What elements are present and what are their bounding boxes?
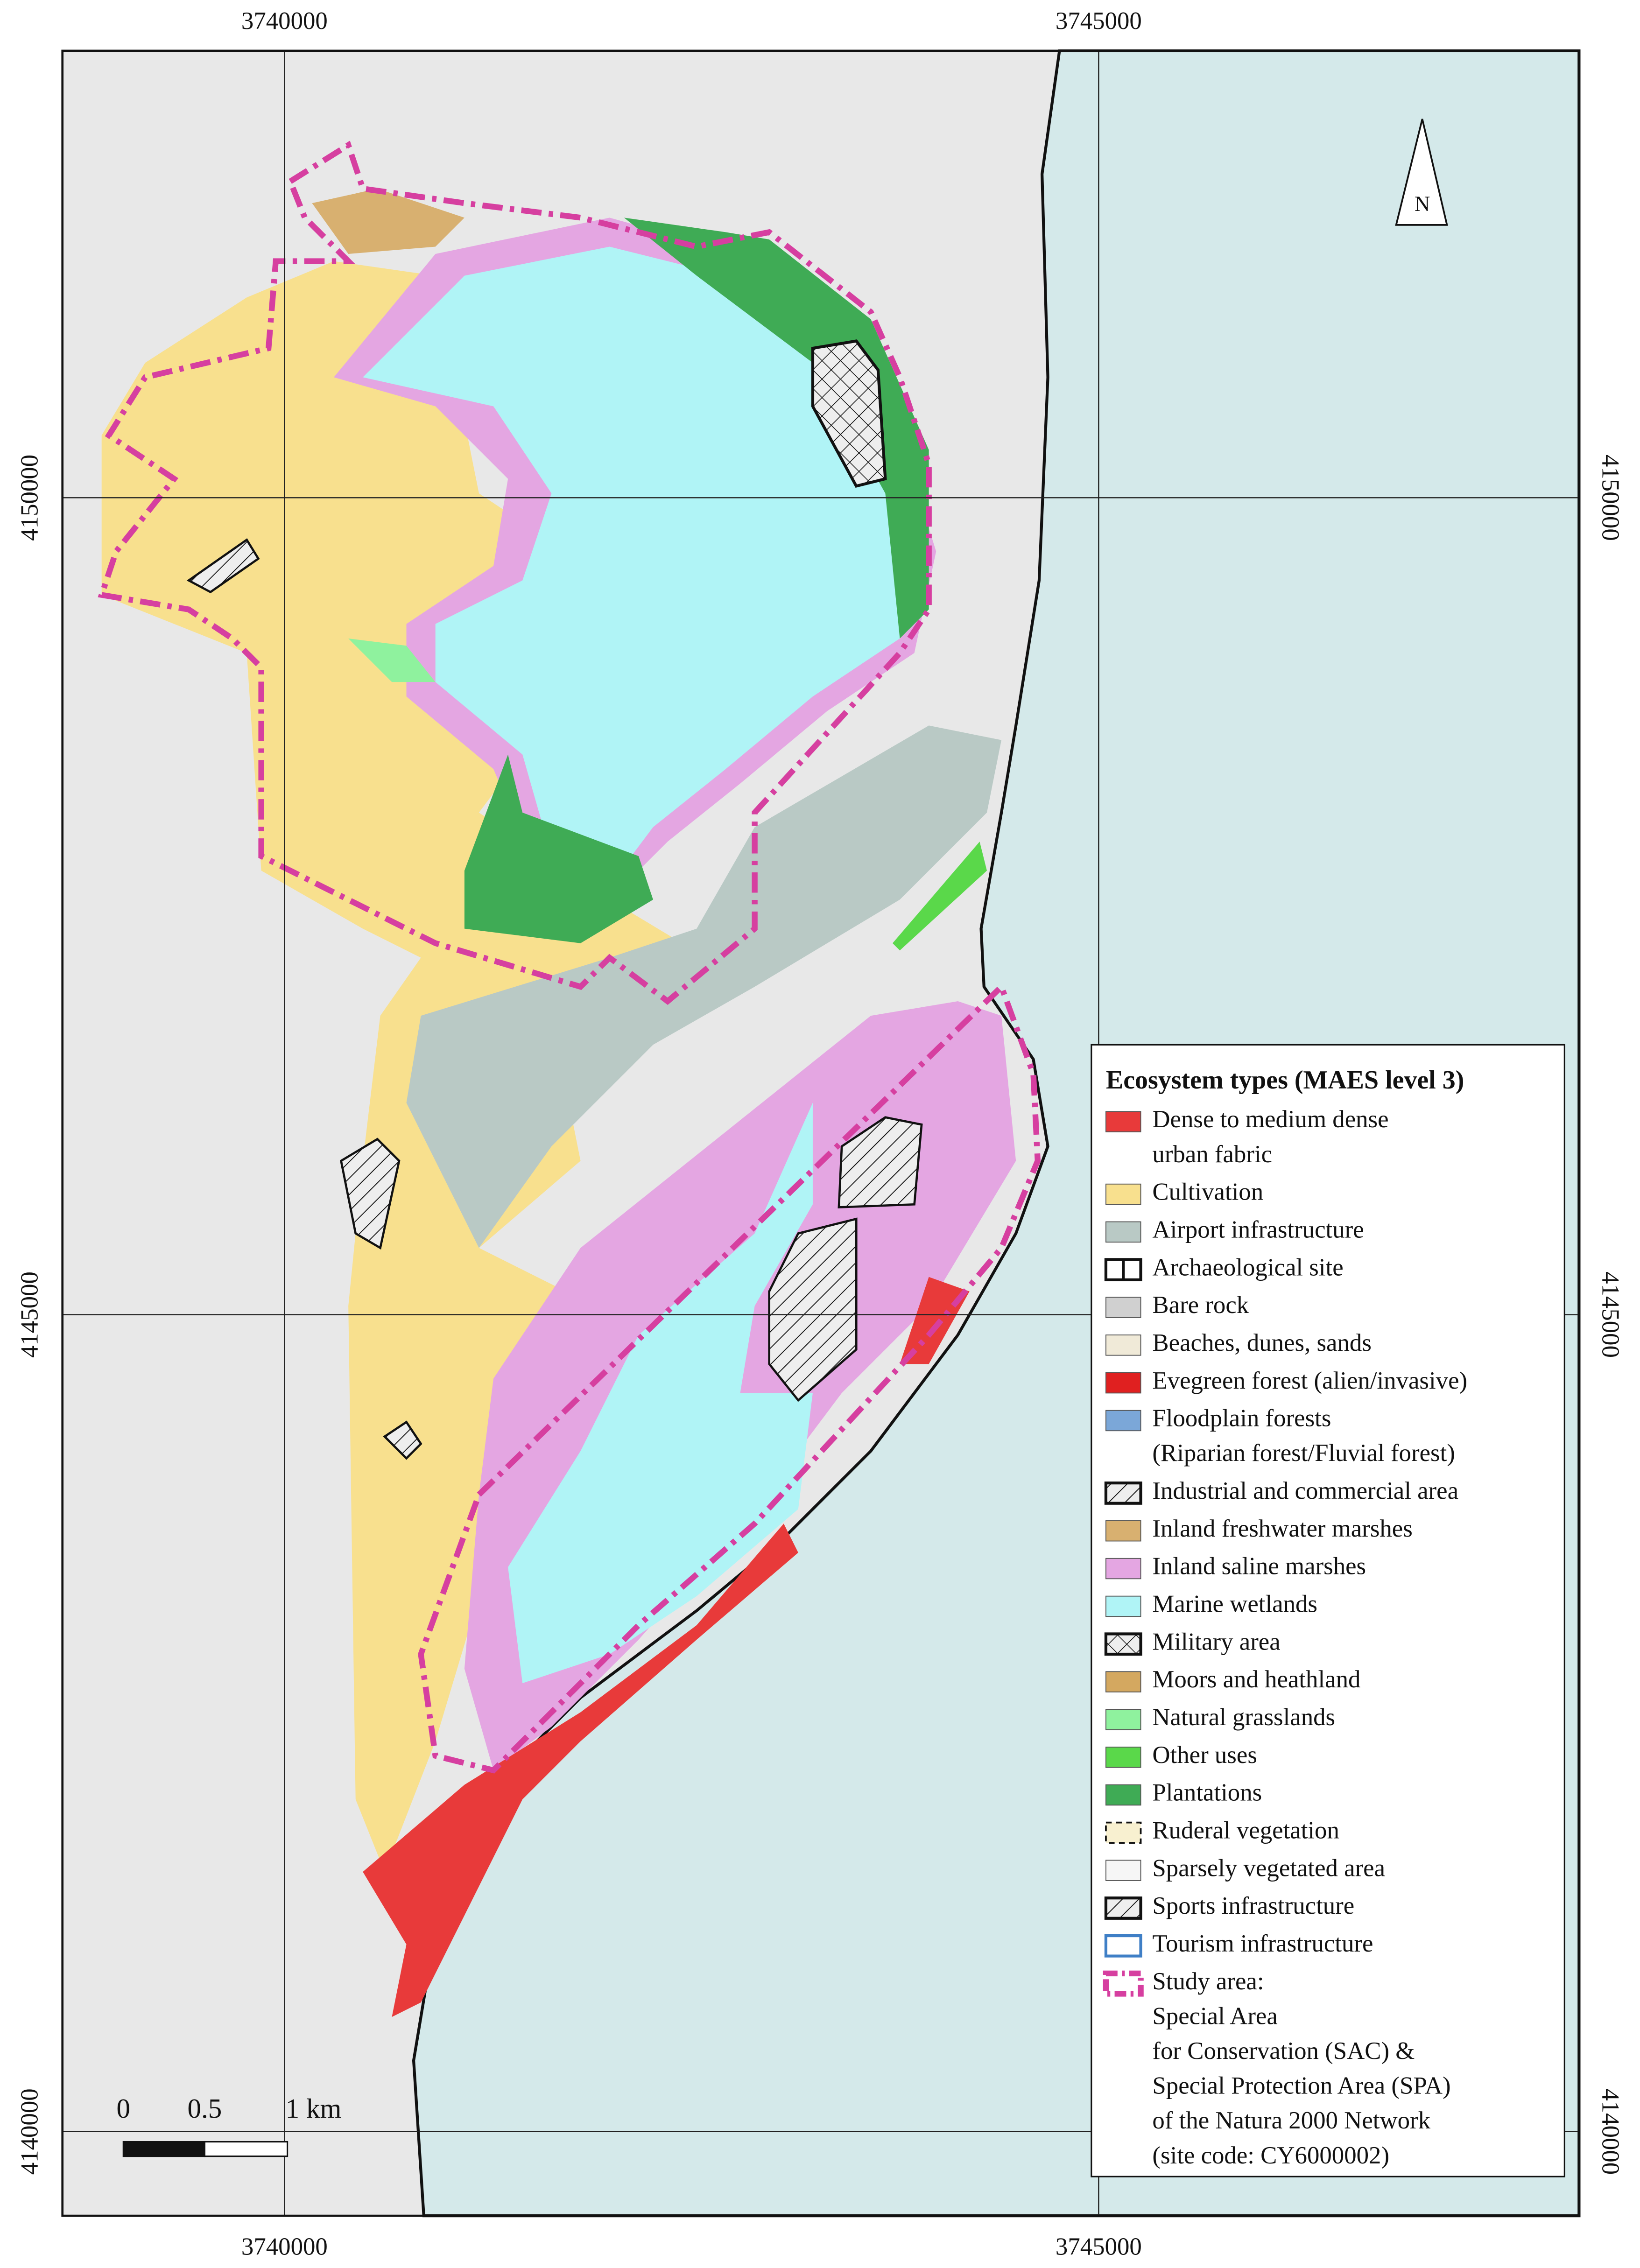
legend-swatch	[1105, 1860, 1141, 1881]
legend-swatch	[1104, 1632, 1142, 1656]
legend-swatch	[1105, 1671, 1141, 1692]
marine-wetland	[363, 246, 915, 885]
x-coordinate: 3745000	[1056, 2233, 1142, 2261]
legend: Ecosystem types (MAES level 3) Dense to …	[1091, 1044, 1565, 2177]
legend-label: Natural grasslands	[1152, 1704, 1335, 1731]
habitats	[101, 189, 1016, 2017]
legend-swatch	[1105, 1520, 1141, 1542]
y-coordinate: 4145000	[1597, 1271, 1624, 1358]
legend-label: (Riparian forest/Fluvial forest)	[1152, 1439, 1455, 1467]
legend-label: Tourism infrastructure	[1152, 1930, 1373, 1957]
legend-label: Plantations	[1152, 1779, 1262, 1806]
legend-label: Floodplain forests	[1152, 1405, 1331, 1432]
legend-label: Evegreen forest (alien/invasive)	[1152, 1367, 1467, 1394]
legend-swatch	[1105, 1747, 1141, 1768]
legend-label: Military area	[1152, 1628, 1280, 1655]
other-uses	[892, 842, 987, 951]
legend-swatch	[1104, 1896, 1142, 1920]
grassland	[348, 638, 436, 682]
legend-label: Study area:	[1152, 1968, 1264, 1995]
legend-box	[1091, 1044, 1565, 2177]
legend-swatch	[1105, 1183, 1141, 1205]
legend-label: Sparsely vegetated area	[1152, 1854, 1385, 1882]
industrial-area	[838, 1116, 923, 1208]
legend-label: Inland freshwater marshes	[1152, 1515, 1412, 1542]
legend-swatch	[1105, 1111, 1141, 1132]
freshwater-marsh	[312, 189, 465, 254]
legend-label: Bare rock	[1152, 1292, 1249, 1319]
legend-label: Marine wetlands	[1152, 1591, 1317, 1618]
legend-label: Beaches, dunes, sands	[1152, 1329, 1371, 1356]
legend-swatch	[1105, 1334, 1141, 1356]
x-coordinate: 3740000	[241, 7, 328, 35]
legend-label: Other uses	[1152, 1741, 1257, 1769]
legend-label: Special Area	[1152, 2002, 1277, 2029]
airport	[406, 725, 1002, 1248]
legend-label: Airport infrastructure	[1152, 1216, 1364, 1243]
scale-label: 0	[117, 2093, 131, 2124]
legend-swatch	[1104, 1482, 1142, 1505]
industrial-area	[768, 1217, 858, 1402]
legend-title: Ecosystem types (MAES level 3)	[1106, 1066, 1464, 1095]
scale-label: 1 km	[286, 2093, 342, 2124]
y-coordinate: 4150000	[1597, 455, 1624, 541]
legend-swatch	[1105, 1821, 1142, 1844]
marine-wetland	[508, 1102, 813, 1684]
legend-swatch	[1105, 1297, 1141, 1318]
y-coordinate: 4140000	[1597, 2088, 1624, 2175]
sports-area	[383, 1420, 422, 1460]
sports-area	[186, 538, 260, 594]
legend-label: urban fabric	[1152, 1141, 1272, 1168]
y-coordinate: 4150000	[16, 455, 43, 541]
legend-swatch	[1105, 1595, 1141, 1617]
legend-label: Archaeological site	[1152, 1254, 1343, 1281]
y-coordinate: 4145000	[16, 1271, 43, 1358]
legend-label: Sports infrastructure	[1152, 1892, 1354, 1919]
legend-label: for Conservation (SAC) &	[1152, 2037, 1415, 2064]
legend-swatch	[1105, 1221, 1141, 1243]
legend-swatch	[1105, 1709, 1141, 1730]
legend-label: Ruderal vegetation	[1152, 1817, 1339, 1844]
sports-area	[339, 1138, 401, 1250]
scale-bar	[122, 2141, 205, 2157]
legend-label: Dense to medium dense	[1152, 1106, 1388, 1133]
x-coordinate: 3745000	[1056, 7, 1142, 35]
legend-swatch	[1105, 1372, 1141, 1394]
legend-label: Cultivation	[1152, 1179, 1263, 1206]
urban-fabric	[900, 1277, 970, 1364]
map-frame	[61, 49, 1580, 2217]
scale-bar	[204, 2141, 289, 2157]
x-coordinate: 3740000	[241, 2233, 328, 2261]
legend-label: Inland saline marshes	[1152, 1553, 1366, 1580]
military-area	[811, 339, 887, 488]
plantation	[624, 218, 929, 639]
scale-label: 0.5	[187, 2093, 222, 2124]
legend-swatch	[1105, 1784, 1141, 1806]
north-label: N	[1415, 192, 1430, 216]
legend-swatch	[1105, 1558, 1141, 1580]
north-arrow	[1395, 119, 1448, 226]
legend-swatch	[1105, 1410, 1141, 1432]
legend-label: Moors and heathland	[1152, 1666, 1360, 1693]
study-area-boundary	[98, 140, 932, 1005]
legend-label: Special Protection Area (SPA)	[1152, 2072, 1450, 2099]
legend-label: Industrial and commercial area	[1152, 1477, 1458, 1504]
urban-fabric	[363, 1524, 798, 2017]
plantation	[464, 754, 653, 943]
study-area-boundary	[418, 981, 1041, 1774]
legend-label: (site code: CY6000002)	[1152, 2142, 1389, 2169]
legend-swatch	[1104, 1934, 1142, 1958]
legend-swatch	[1103, 1970, 1144, 1997]
legend-label: of the Natura 2000 Network	[1152, 2107, 1430, 2134]
y-coordinate: 4140000	[16, 2088, 43, 2175]
